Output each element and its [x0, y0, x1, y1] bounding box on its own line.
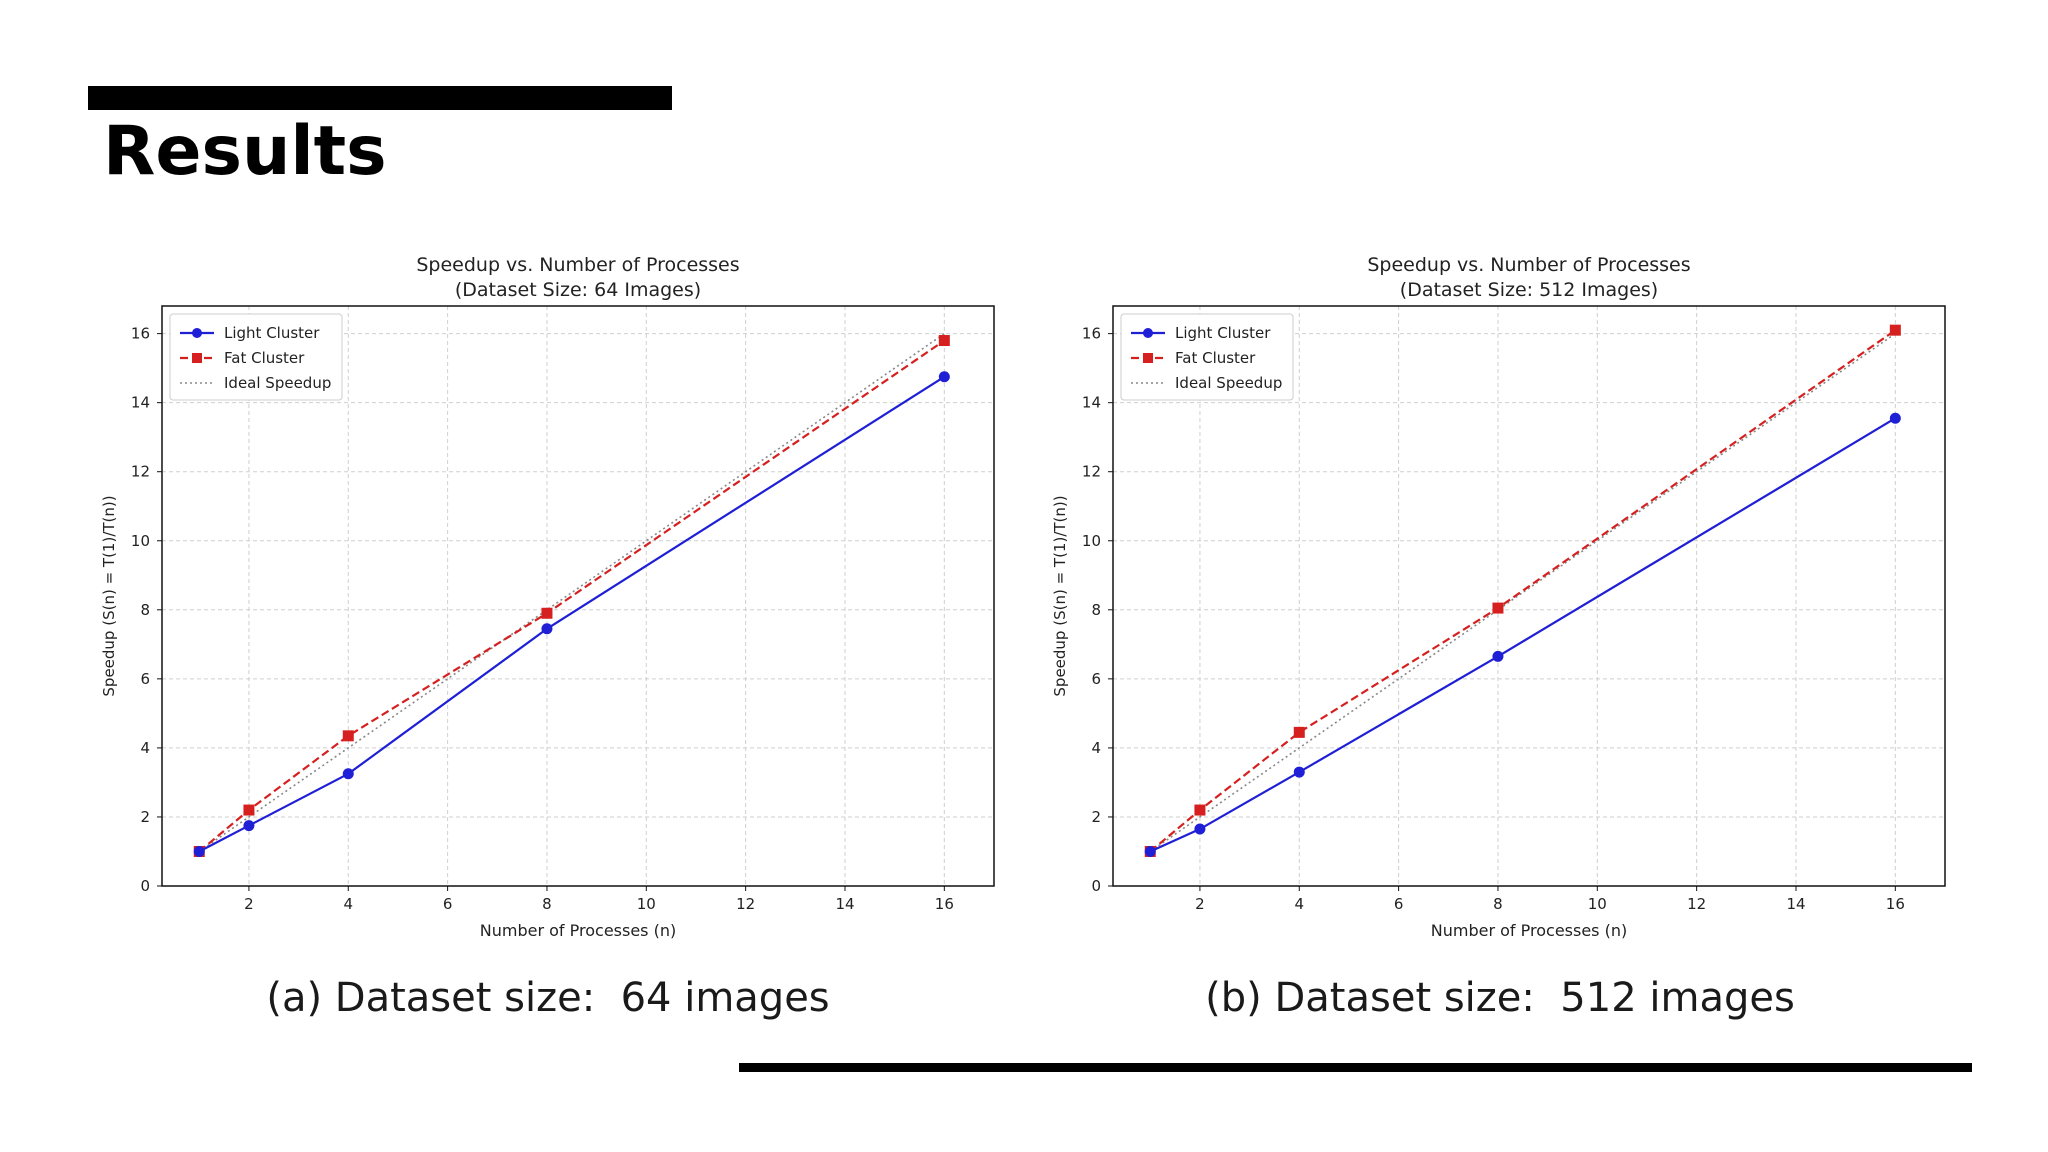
legend-label: Ideal Speedup	[1175, 374, 1282, 392]
x-tick-label: 8	[1493, 895, 1503, 913]
y-tick-label: 10	[131, 532, 150, 550]
plot-frame	[161, 305, 995, 887]
x-axis-label: Number of Processes (n)	[480, 921, 676, 940]
x-tick-label: 12	[736, 895, 755, 913]
y-tick-label: 2	[140, 808, 150, 826]
light-cluster-point	[1492, 650, 1504, 662]
light-cluster-point	[243, 820, 255, 832]
series-line-fat-cluster	[198, 339, 945, 853]
legend-box	[169, 313, 343, 401]
light-cluster-point	[193, 845, 205, 857]
x-tick-label: 14	[1786, 895, 1805, 913]
y-tick-label: 16	[131, 325, 150, 343]
plot-frame	[1112, 305, 1946, 887]
legend-label: Fat Cluster	[1175, 349, 1256, 367]
y-tick-label: 0	[140, 877, 150, 895]
speedup-chart-512: Speedup vs. Number of Processes (Dataset …	[1051, 254, 1946, 940]
fat-cluster-point	[342, 730, 354, 742]
chart-subtitle: (Dataset Size: 512 Images)	[1400, 279, 1658, 301]
y-tick-label: 4	[140, 739, 150, 757]
y-tick-label: 10	[1082, 532, 1101, 550]
y-tick-label: 12	[1082, 463, 1101, 481]
x-tick-label: 16	[1886, 895, 1905, 913]
x-tick-label: 10	[1588, 895, 1607, 913]
series-line-light-cluster	[198, 375, 945, 853]
legend-label: Light Cluster	[1175, 324, 1271, 342]
x-axis-label: Number of Processes (n)	[1431, 921, 1627, 940]
x-tick-label: 14	[835, 895, 854, 913]
y-tick-label: 6	[140, 670, 150, 688]
x-tick-label: 4	[1294, 895, 1304, 913]
light-cluster-point	[541, 623, 553, 635]
y-tick-label: 4	[1091, 739, 1101, 757]
y-tick-label: 14	[131, 394, 150, 412]
y-axis-label: Speedup (S(n) = T(1)/T(n))	[1051, 495, 1069, 696]
x-tick-label: 6	[443, 895, 453, 913]
fat-cluster-point	[1194, 804, 1206, 816]
y-tick-label: 8	[140, 601, 150, 619]
bottom-decorative-bar	[739, 1063, 1972, 1072]
chart-title: Speedup vs. Number of Processes	[1367, 254, 1690, 276]
y-tick-label: 2	[1091, 808, 1101, 826]
series-line-light-cluster	[1149, 417, 1896, 853]
fat-cluster-point	[1889, 324, 1901, 336]
y-tick-label: 8	[1091, 601, 1101, 619]
y-tick-label: 6	[1091, 670, 1101, 688]
light-cluster-point	[1293, 766, 1305, 778]
light-cluster-point	[342, 768, 354, 780]
y-axis-label: Speedup (S(n) = T(1)/T(n))	[100, 495, 118, 696]
legend-label: Ideal Speedup	[224, 374, 331, 392]
caption-a: (a) Dataset size: 64 images	[266, 975, 830, 1021]
y-tick-label: 16	[1082, 325, 1101, 343]
fat-cluster-point	[243, 804, 255, 816]
x-tick-label: 8	[542, 895, 552, 913]
legend-box	[1120, 313, 1294, 401]
y-tick-label: 0	[1091, 877, 1101, 895]
legend-marker-square	[192, 353, 202, 363]
page-title: Results	[103, 112, 387, 191]
chart-title: Speedup vs. Number of Processes	[416, 254, 739, 276]
legend-marker-circle	[1143, 328, 1153, 338]
fat-cluster-point	[1293, 726, 1305, 738]
speedup-chart-64: Speedup vs. Number of Processes (Dataset …	[100, 254, 995, 940]
series-line-ideal-speedup	[1149, 332, 1896, 853]
legend-label: Light Cluster	[224, 324, 320, 342]
x-tick-label: 16	[935, 895, 954, 913]
y-tick-label: 14	[1082, 394, 1101, 412]
caption-b: (b) Dataset size: 512 images	[1205, 975, 1795, 1021]
fat-cluster-point	[1492, 602, 1504, 614]
x-tick-label: 2	[244, 895, 254, 913]
x-tick-label: 12	[1687, 895, 1706, 913]
light-cluster-point	[938, 371, 950, 383]
x-tick-label: 4	[343, 895, 353, 913]
series-line-fat-cluster	[1149, 329, 1896, 853]
fat-cluster-point	[938, 335, 950, 347]
chart-subtitle: (Dataset Size: 64 Images)	[455, 279, 701, 301]
legend-label: Fat Cluster	[224, 349, 305, 367]
top-decorative-bar	[88, 86, 672, 110]
x-tick-label: 10	[637, 895, 656, 913]
light-cluster-point	[1194, 823, 1206, 835]
fat-cluster-point	[541, 607, 553, 619]
y-tick-label: 12	[131, 463, 150, 481]
legend-marker-circle	[192, 328, 202, 338]
light-cluster-point	[1144, 845, 1156, 857]
light-cluster-point	[1889, 412, 1901, 424]
series-line-ideal-speedup	[198, 332, 945, 853]
legend-marker-square	[1143, 353, 1153, 363]
x-tick-label: 2	[1195, 895, 1205, 913]
x-tick-label: 6	[1394, 895, 1404, 913]
